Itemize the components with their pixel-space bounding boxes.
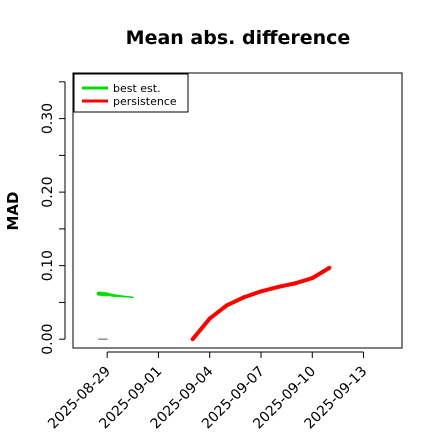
legend-box [73,73,189,113]
series-segment [224,295,246,308]
series-segment [114,294,126,298]
series-segment [293,276,315,286]
series-segment [241,289,263,300]
series-segment [123,295,134,299]
legend: best est. persistence [73,73,189,113]
legend-label-persistence: persistence [113,95,177,108]
y-axis-title: MAD [4,192,22,231]
series-persistence [190,265,332,342]
series-segment [276,281,298,289]
series-segment [105,292,118,298]
x-axis: 2025-08-292025-09-012025-09-042025-09-07… [45,351,370,432]
y-tick-label: 0.10 [40,250,56,281]
series-segment [310,265,332,281]
series-best-est- [96,291,134,299]
series-segment [259,284,281,294]
y-tick-label: 0.30 [40,103,56,134]
plot-frame [72,72,403,349]
series-segment [190,316,212,342]
y-axis: 0.00 0.10 0.20 0.30 [40,81,66,355]
y-tick-label: 0.20 [40,177,56,208]
legend-label-best-est: best est. [113,82,161,95]
y-tick-label: 0.00 [40,324,56,355]
series-layer [96,265,332,342]
chart-title: Mean abs. difference [126,27,351,49]
series-segment [207,303,229,321]
